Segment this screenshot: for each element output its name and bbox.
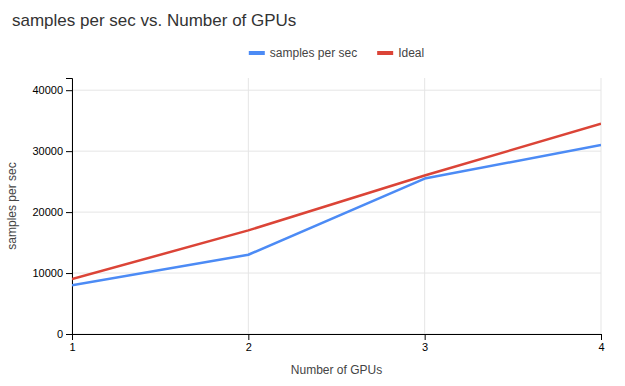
y-axis-title: samples per sec (5, 162, 19, 249)
y-tick-mark (66, 212, 72, 213)
legend-label: samples per sec (270, 46, 357, 60)
y-tick: 0 (57, 328, 72, 340)
x-tick: 4 (598, 334, 604, 353)
y-tick-label: 40000 (32, 84, 63, 96)
plot-area: 1 2 3 4 0 10000 20000 30000 40000 (32, 78, 604, 353)
x-tick: 3 (422, 334, 428, 353)
y-tick: 40000 (32, 84, 72, 96)
legend: samples per sec Ideal (249, 46, 424, 60)
x-tick-label: 1 (69, 341, 75, 353)
x-tick-mark (601, 334, 602, 340)
chart: 1 2 3 4 0 10000 20000 30000 40000 samples per sec… (0, 0, 625, 386)
y-tick-mark (66, 334, 72, 335)
grid-line-y (72, 151, 601, 152)
y-axis: 0 10000 20000 30000 40000 (32, 79, 72, 341)
y-tick-label: 20000 (32, 206, 63, 218)
series-line (72, 124, 601, 279)
y-tick: 10000 (32, 267, 72, 279)
x-tick-label: 4 (598, 341, 604, 353)
series-line (72, 145, 601, 285)
grid-line-y (72, 212, 601, 213)
y-axis-line (66, 79, 73, 335)
y-tick-mark (66, 273, 72, 274)
grid-line-y (72, 90, 601, 91)
x-tick-label: 3 (422, 341, 428, 353)
grid-line-x (424, 78, 425, 334)
grid (72, 78, 601, 334)
grid-line-x (248, 78, 249, 334)
x-tick-mark (248, 334, 249, 340)
x-tick-label: 2 (246, 341, 252, 353)
y-tick-mark (66, 90, 72, 91)
x-axis-line (73, 335, 602, 341)
x-tick: 2 (246, 334, 252, 353)
legend-swatch (377, 51, 393, 55)
series-group (72, 124, 601, 286)
legend-swatch (249, 51, 265, 55)
x-axis-title: Number of GPUs (291, 363, 382, 377)
x-axis: 1 2 3 4 (69, 334, 604, 353)
grid-line-x (601, 78, 602, 334)
x-tick-mark (425, 334, 426, 340)
legend-item: samples per sec (249, 46, 357, 60)
y-tick: 20000 (32, 206, 72, 218)
title: samples per sec vs. Number of GPUs (12, 11, 296, 30)
y-tick-mark (66, 151, 72, 152)
legend-label: Ideal (398, 46, 424, 60)
legend-item: Ideal (377, 46, 424, 60)
y-tick: 30000 (32, 145, 72, 157)
x-tick: 1 (69, 334, 75, 353)
y-tick-label: 0 (57, 328, 63, 340)
y-tick-label: 10000 (32, 267, 63, 279)
y-tick-label: 30000 (32, 145, 63, 157)
